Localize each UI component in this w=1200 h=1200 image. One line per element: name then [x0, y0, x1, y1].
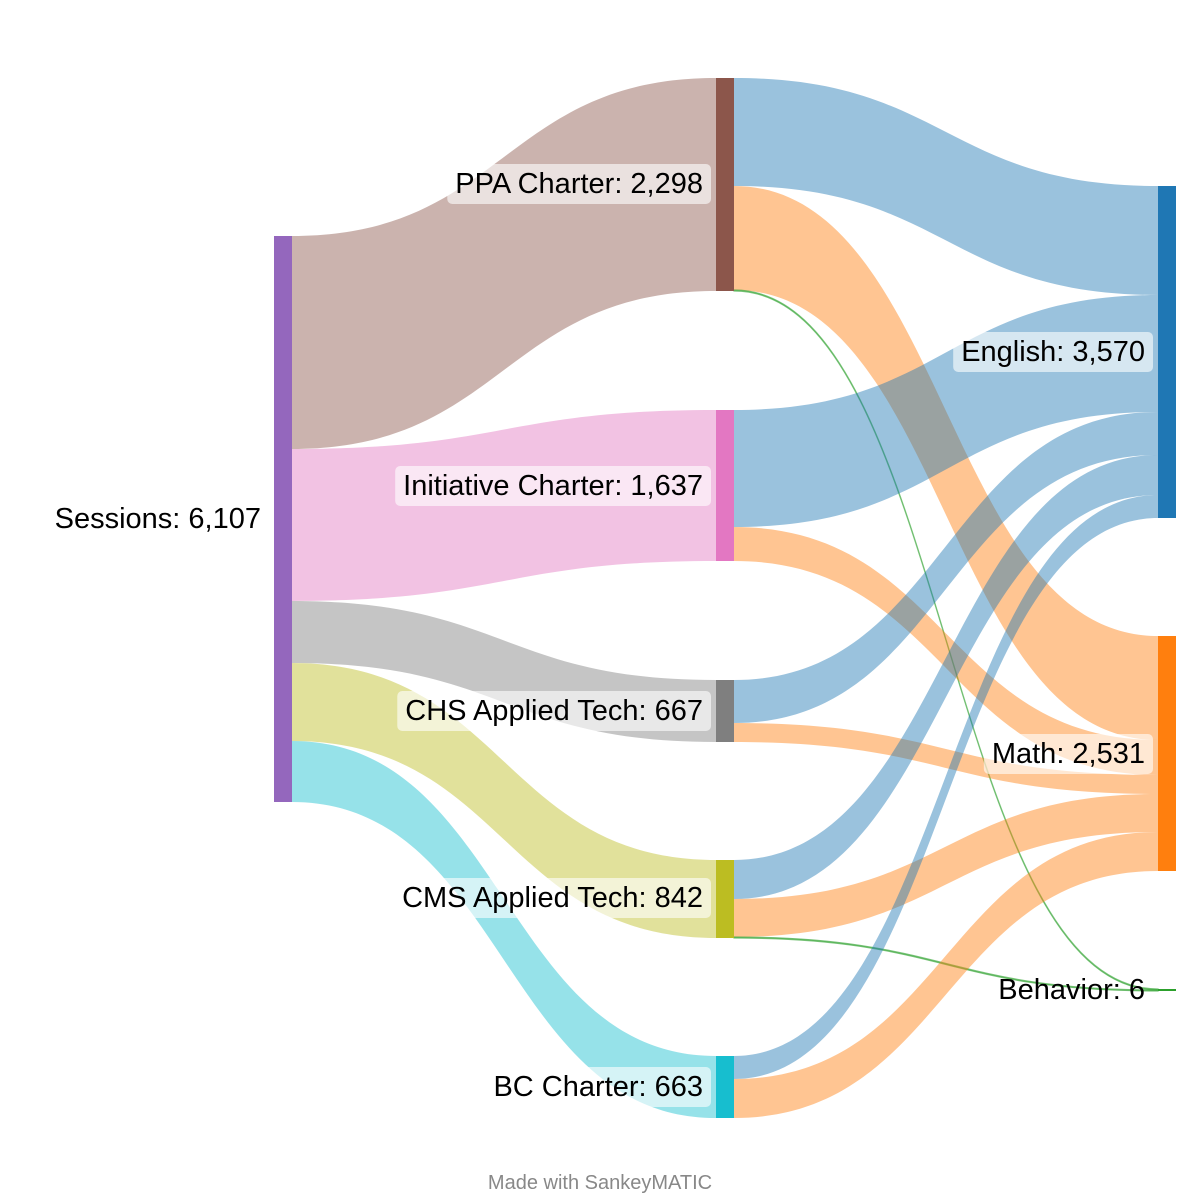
node-label-text: Initiative Charter: 1,637 [403, 470, 703, 502]
flow-bc-english [734, 495, 1158, 1079]
flow-sessions-cms [292, 663, 716, 938]
node-label-text: CMS Applied Tech: 842 [402, 882, 703, 914]
node-bar-cms [716, 860, 734, 938]
flow-ppa-english [734, 78, 1158, 295]
node-label-bc: BC Charter: 663 [485, 1067, 711, 1107]
node-label-text: Math: 2,531 [992, 738, 1145, 770]
node-bar-initiative [716, 410, 734, 561]
flow-bc-math [734, 832, 1158, 1118]
node-label-text: PPA Charter: 2,298 [455, 168, 703, 200]
node-label-cms: CMS Applied Tech: 842 [394, 878, 711, 918]
node-bar-math [1158, 636, 1176, 871]
label-background [394, 878, 711, 918]
node-label-ppa: PPA Charter: 2,298 [447, 164, 711, 204]
flow-initiative-math [734, 527, 1158, 775]
node-label-text: BC Charter: 663 [493, 1071, 703, 1103]
flow-sessions-bc [292, 741, 716, 1118]
node-bar-bc [716, 1056, 734, 1118]
node-label-text: CHS Applied Tech: 667 [405, 695, 703, 727]
node-bar-chs [716, 680, 734, 742]
node-label-text: Sessions: 6,107 [55, 503, 261, 535]
flow-ppa-math [734, 186, 1158, 740]
label-background [953, 332, 1153, 372]
labels-layer: Sessions: 6,107 PPA Charter: 2,298 Initiat… [55, 164, 1153, 1107]
node-bar-sessions [274, 236, 292, 802]
flow-chs-english [734, 412, 1158, 723]
node-label-sessions: Sessions: 6,107 [55, 503, 261, 535]
label-background [395, 466, 711, 506]
footer-credit: Made with SankeyMATIC [488, 1172, 712, 1194]
node-label-chs: CHS Applied Tech: 667 [397, 691, 711, 731]
flow-sessions-ppa [292, 78, 716, 449]
flow-cms-math [734, 794, 1158, 937]
label-background [447, 164, 711, 204]
flow-chs-math [734, 723, 1158, 794]
node-label-english: English: 3,570 [953, 332, 1153, 372]
node-label-text: English: 3,570 [961, 336, 1145, 368]
node-bar-ppa [716, 78, 734, 291]
links-layer [292, 78, 1159, 1118]
flow-cms-english [734, 455, 1158, 899]
nodes-layer [274, 78, 1176, 1118]
node-label-text: Behavior: 6 [998, 974, 1145, 1006]
node-bar-english [1158, 186, 1176, 518]
node-label-behavior: Behavior: 6 [998, 974, 1145, 1006]
label-background [983, 734, 1153, 774]
label-background [397, 691, 711, 731]
label-background [485, 1067, 711, 1107]
node-bar-behavior [1158, 989, 1176, 991]
node-label-initiative: Initiative Charter: 1,637 [395, 466, 711, 506]
node-label-math: Math: 2,531 [983, 734, 1153, 774]
